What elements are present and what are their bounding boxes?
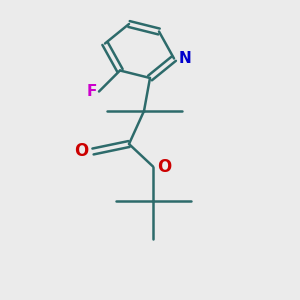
Text: N: N [178,51,191,66]
Text: O: O [74,142,88,160]
Text: O: O [158,158,172,175]
Text: F: F [87,84,98,99]
